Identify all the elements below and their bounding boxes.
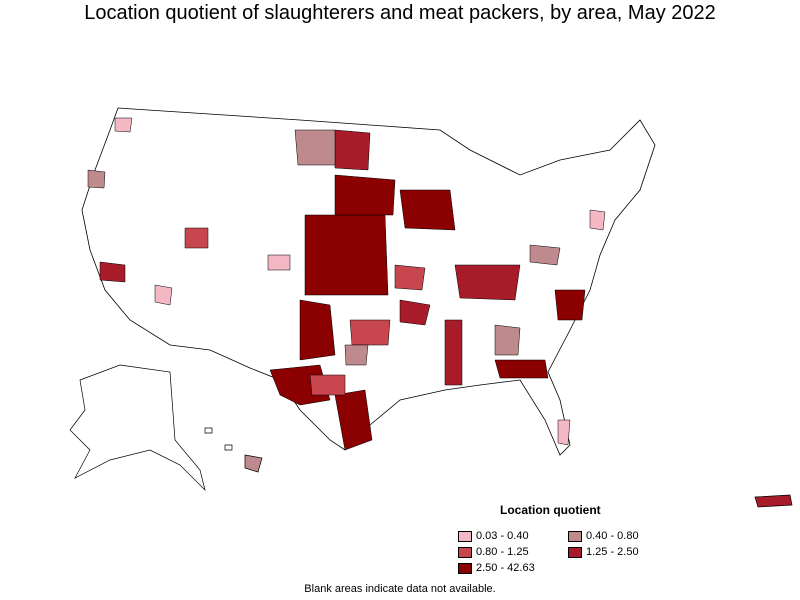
- area-region: [344, 344, 369, 366]
- hawaii: [204, 427, 263, 473]
- area-region: [557, 419, 571, 446]
- area-regions: [87, 117, 606, 451]
- legend-item: 0.80 - 1.25: [458, 546, 529, 558]
- alaska: [69, 364, 206, 492]
- area-region: [394, 264, 426, 291]
- area-region: [454, 264, 521, 301]
- legend-label: 0.40 - 0.80: [586, 530, 639, 542]
- area-region: [554, 289, 586, 321]
- legend-label: 2.50 - 42.63: [476, 562, 535, 574]
- legend-swatch: [568, 546, 582, 558]
- legend-item: 0.40 - 0.80: [568, 530, 639, 542]
- area-region: [184, 227, 209, 249]
- legend-title: Location quotient: [500, 503, 601, 517]
- legend-item: 1.25 - 2.50: [568, 546, 639, 558]
- area-region: [99, 261, 126, 283]
- area-region: [334, 129, 371, 171]
- area-region: [294, 129, 336, 166]
- hawaii-island: [244, 454, 263, 473]
- alaska-outline: [69, 364, 206, 492]
- area-region: [399, 189, 456, 231]
- area-region: [267, 254, 291, 271]
- area-region: [154, 284, 173, 306]
- area-region: [529, 244, 561, 266]
- area-region: [304, 214, 389, 296]
- area-region: [589, 209, 606, 231]
- footnote: Blank areas indicate data not available.: [304, 583, 496, 595]
- legend-swatch: [458, 530, 472, 542]
- area-region: [87, 169, 106, 189]
- area-region: [334, 174, 396, 216]
- legend-swatch: [568, 530, 582, 542]
- legend-swatch: [458, 546, 472, 558]
- legend-item: 0.03 - 0.40: [458, 530, 529, 542]
- legend-label: 0.80 - 1.25: [476, 546, 529, 558]
- area-region: [349, 319, 391, 346]
- area-region: [334, 389, 373, 451]
- map-title: Location quotient of slaughterers and me…: [84, 2, 716, 24]
- puerto-rico: [754, 494, 793, 508]
- legend-label: 0.03 - 0.40: [476, 530, 529, 542]
- legend-item: 2.50 - 42.63: [458, 562, 535, 574]
- legend-label: 1.25 - 2.50: [586, 546, 639, 558]
- area-region: [494, 359, 549, 379]
- area-region: [299, 299, 336, 361]
- hawaii-island: [204, 427, 213, 434]
- puerto-rico-outline: [754, 494, 793, 508]
- legend-swatch: [458, 562, 472, 574]
- area-region: [399, 299, 431, 326]
- area-region: [444, 319, 463, 386]
- area-region: [309, 374, 346, 396]
- area-region: [114, 117, 133, 133]
- area-region: [494, 324, 521, 356]
- hawaii-island: [224, 444, 233, 451]
